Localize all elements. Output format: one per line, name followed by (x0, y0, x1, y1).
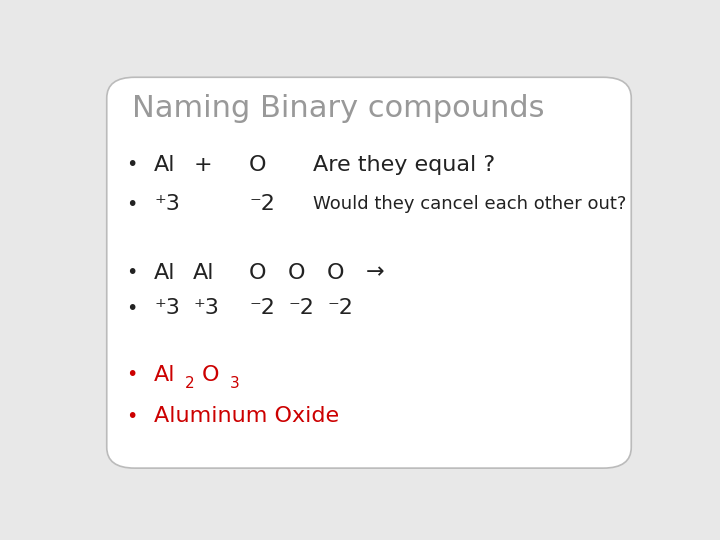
Text: ⁻2: ⁻2 (288, 298, 314, 318)
Text: •: • (126, 407, 138, 426)
Text: O: O (288, 262, 305, 283)
Text: ⁺3: ⁺3 (154, 298, 180, 318)
Text: Al: Al (154, 262, 176, 283)
Text: Are they equal ?: Are they equal ? (313, 154, 495, 174)
Text: •: • (126, 263, 138, 282)
Text: O: O (202, 364, 219, 384)
Text: •: • (126, 194, 138, 214)
Text: O: O (327, 262, 345, 283)
Text: O: O (249, 154, 266, 174)
Text: →: → (366, 262, 384, 283)
Text: •: • (126, 299, 138, 318)
Text: •: • (126, 155, 138, 174)
Text: +: + (193, 154, 212, 174)
Text: ⁻2: ⁻2 (327, 298, 353, 318)
Text: O: O (249, 262, 266, 283)
Text: Al: Al (154, 154, 176, 174)
Text: Aluminum Oxide: Aluminum Oxide (154, 406, 339, 426)
Text: ⁺3: ⁺3 (193, 298, 219, 318)
Text: ⁻2: ⁻2 (249, 194, 275, 214)
Text: 3: 3 (230, 376, 239, 391)
Text: Al: Al (154, 364, 176, 384)
FancyBboxPatch shape (107, 77, 631, 468)
Text: Naming Binary compounds: Naming Binary compounds (132, 94, 544, 123)
Text: ⁻2: ⁻2 (249, 298, 275, 318)
Text: Al: Al (193, 262, 215, 283)
Text: •: • (126, 365, 138, 384)
Text: 2: 2 (185, 376, 194, 391)
Text: ⁺3: ⁺3 (154, 194, 180, 214)
Text: Would they cancel each other out?: Would they cancel each other out? (313, 195, 626, 213)
